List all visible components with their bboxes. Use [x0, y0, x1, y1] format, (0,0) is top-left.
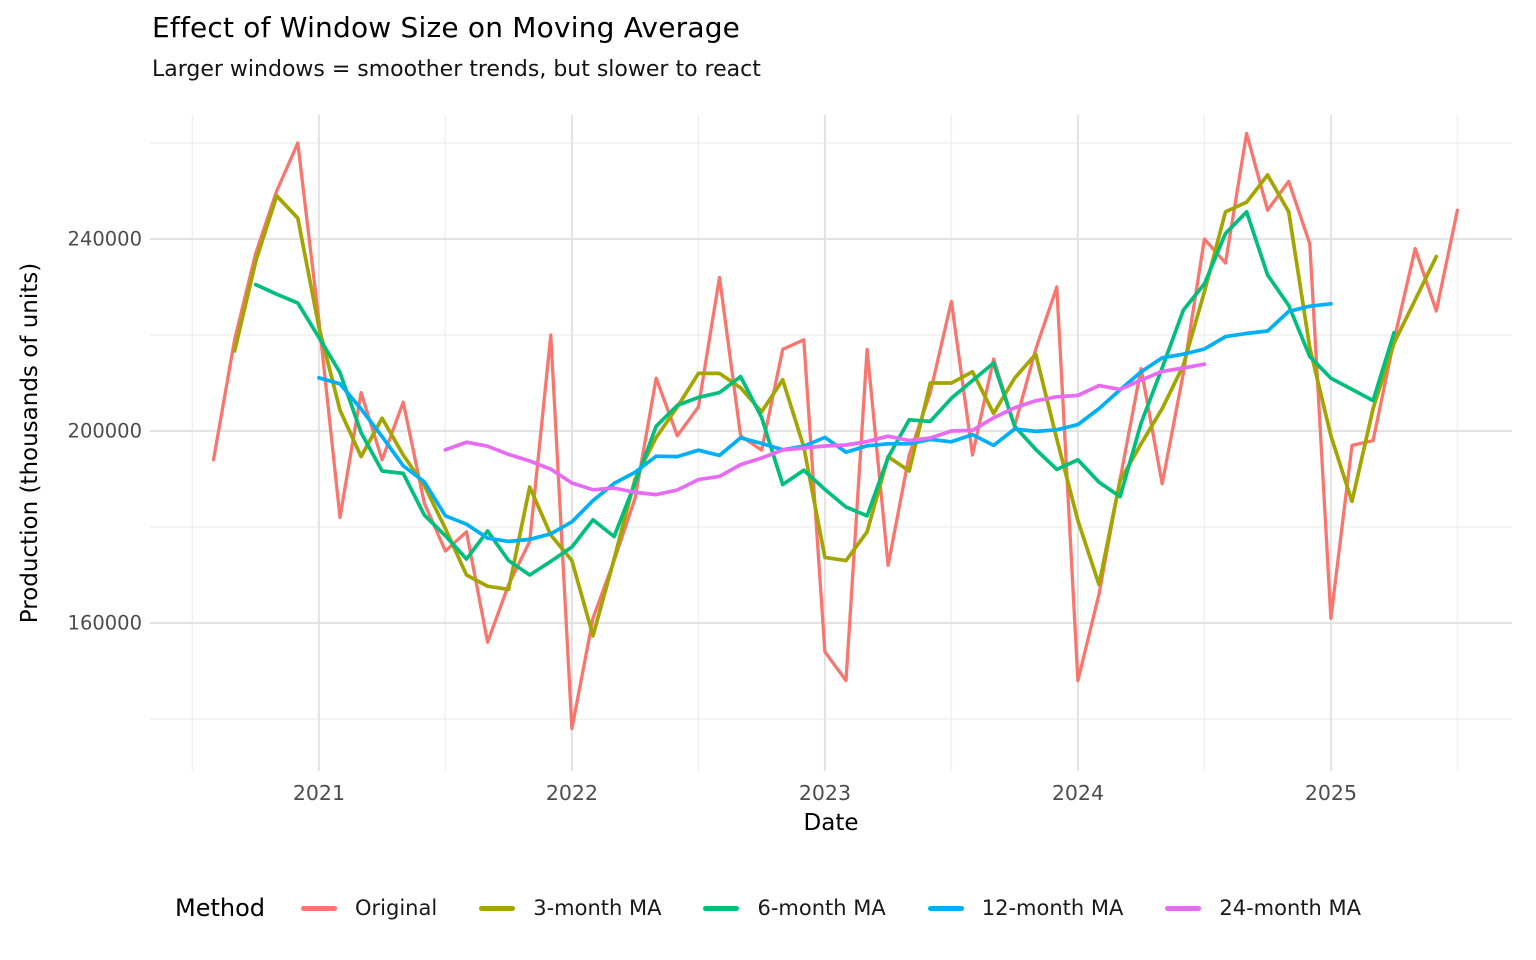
x-tick-label: 2025 — [1305, 781, 1357, 805]
x-axis-title: Date — [803, 810, 859, 836]
legend-swatch — [927, 905, 964, 911]
legend-item-3-month-ma: 3-month MA — [479, 896, 661, 920]
series-line-original — [211, 131, 1460, 731]
legend-item-24-month-ma: 24-month MA — [1165, 896, 1361, 920]
legend-item-6-month-ma: 6-month MA — [703, 896, 886, 920]
series-line-6-month-ma — [253, 209, 1396, 577]
x-tick-label: 2022 — [546, 781, 598, 805]
legend-swatch — [703, 905, 740, 911]
legend-label: 12-month MA — [981, 896, 1124, 920]
chart-subtitle: Larger windows = smoother trends, but sl… — [152, 57, 761, 82]
series-line-3-month-ma — [232, 173, 1439, 638]
legend-label: 3-month MA — [533, 896, 662, 920]
series-line-12-month-ma — [317, 301, 1333, 544]
y-axis-title: Production (thousands of units) — [17, 262, 43, 624]
x-tick-label: 2021 — [293, 781, 345, 805]
legend-swatch — [301, 905, 338, 911]
y-tick-label: 200000 — [68, 420, 142, 443]
y-tick-label: 240000 — [68, 228, 142, 251]
legend-item-12-month-ma: 12-month MA — [927, 896, 1124, 920]
legend-title: Method — [175, 894, 266, 922]
legend-label: Original — [355, 896, 438, 920]
legend-swatch — [479, 905, 516, 911]
legend: Method Original 3-month MA 6-month MA 12-mo… — [0, 885, 1536, 931]
legend-swatch — [1165, 905, 1202, 911]
y-tick-label: 160000 — [68, 612, 142, 635]
legend-label: 6-month MA — [757, 896, 886, 920]
legend-label: 24-month MA — [1219, 896, 1361, 920]
series-line-24-month-ma — [443, 362, 1207, 497]
legend-item-original: Original — [301, 896, 437, 920]
x-tick-label: 2023 — [799, 781, 851, 805]
x-tick-label: 2024 — [1052, 781, 1104, 805]
chart-title: Effect of Window Size on Moving Average — [152, 11, 741, 44]
